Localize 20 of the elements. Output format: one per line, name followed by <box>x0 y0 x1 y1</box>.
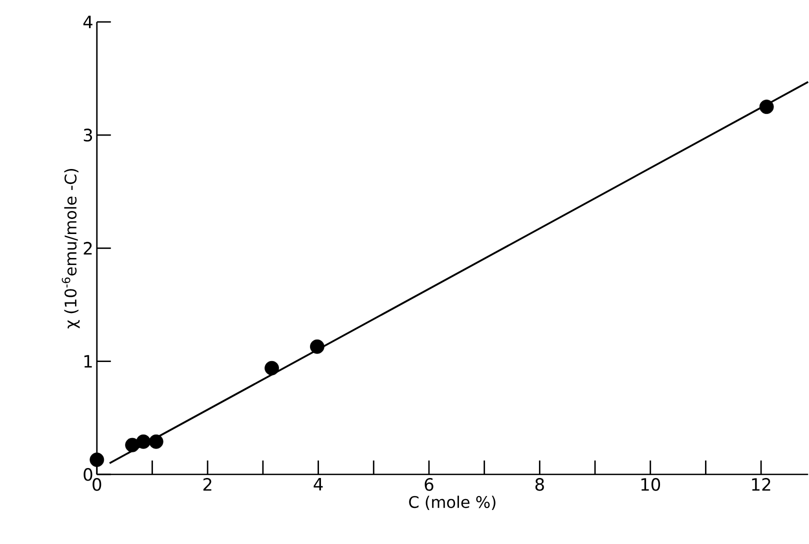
point <box>759 99 774 114</box>
y-axis-title: χ (10$^{-6}$emu/mole -C) <box>62 168 80 328</box>
y-tick-label: 3 <box>84 128 92 142</box>
x-axis-title: C (mole %) <box>409 496 496 510</box>
x-tick-label: 2 <box>203 478 212 490</box>
y-tick-label: 1 <box>84 354 92 368</box>
point <box>264 360 279 376</box>
y-tick-label: 4 <box>83 16 92 28</box>
point <box>310 339 324 354</box>
point <box>136 434 151 449</box>
y-tick-label: 0 <box>84 468 92 481</box>
x-tick-label: 6 <box>424 478 434 491</box>
x-tick-label: 0 <box>92 478 102 491</box>
x-tick-label: 8 <box>535 478 544 491</box>
x-tick-label: 4 <box>314 478 323 490</box>
y-tick-label: 2 <box>84 242 92 254</box>
point <box>90 452 104 467</box>
x-tick-label: 12 <box>752 478 770 490</box>
point <box>148 434 164 449</box>
x-tick-label: 10 <box>641 478 660 491</box>
